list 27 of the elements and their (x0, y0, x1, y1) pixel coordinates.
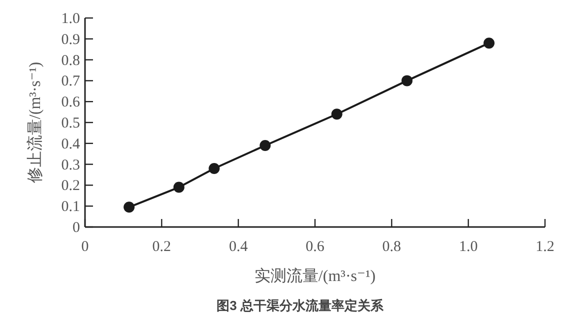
point (124, 202, 135, 213)
point (260, 140, 271, 151)
point (402, 75, 412, 86)
y-tick-label: 0.1 (61, 199, 80, 216)
point (208, 162, 220, 174)
y-tick-label: 0 (72, 220, 80, 236)
x-tick-label: 0.8 (382, 239, 402, 255)
y-tick-label: 0.4 (61, 136, 80, 152)
x-axis-title: 实测流量/(m³·s⁻¹) (254, 267, 376, 285)
y-tick-label: 0.2 (61, 178, 80, 194)
point (173, 182, 184, 193)
x-tick-label: 1.0 (458, 239, 478, 255)
y-tick-label: 0.7 (61, 74, 80, 90)
y-tick-label: 0.9 (61, 32, 80, 48)
y-axis-title: 修止流量/(m³·s⁻¹) (26, 62, 44, 184)
point (331, 108, 342, 120)
y-tick-label: 0.3 (61, 157, 80, 174)
y-tick-label: 1.0 (61, 11, 80, 27)
point (484, 38, 495, 49)
x-tick-label: 0.4 (228, 239, 248, 255)
text: 图3 总干渠分水流量率定关系 (216, 298, 384, 313)
y-tick-label: 0.6 (61, 94, 80, 111)
x-tick-label: 0.2 (152, 239, 172, 255)
x-tick-label: 0.6 (306, 239, 325, 255)
x-tick-label: 1.2 (536, 239, 554, 255)
y-tick-label: 0.8 (61, 52, 80, 69)
y-tick-label: 0.5 (61, 116, 80, 132)
